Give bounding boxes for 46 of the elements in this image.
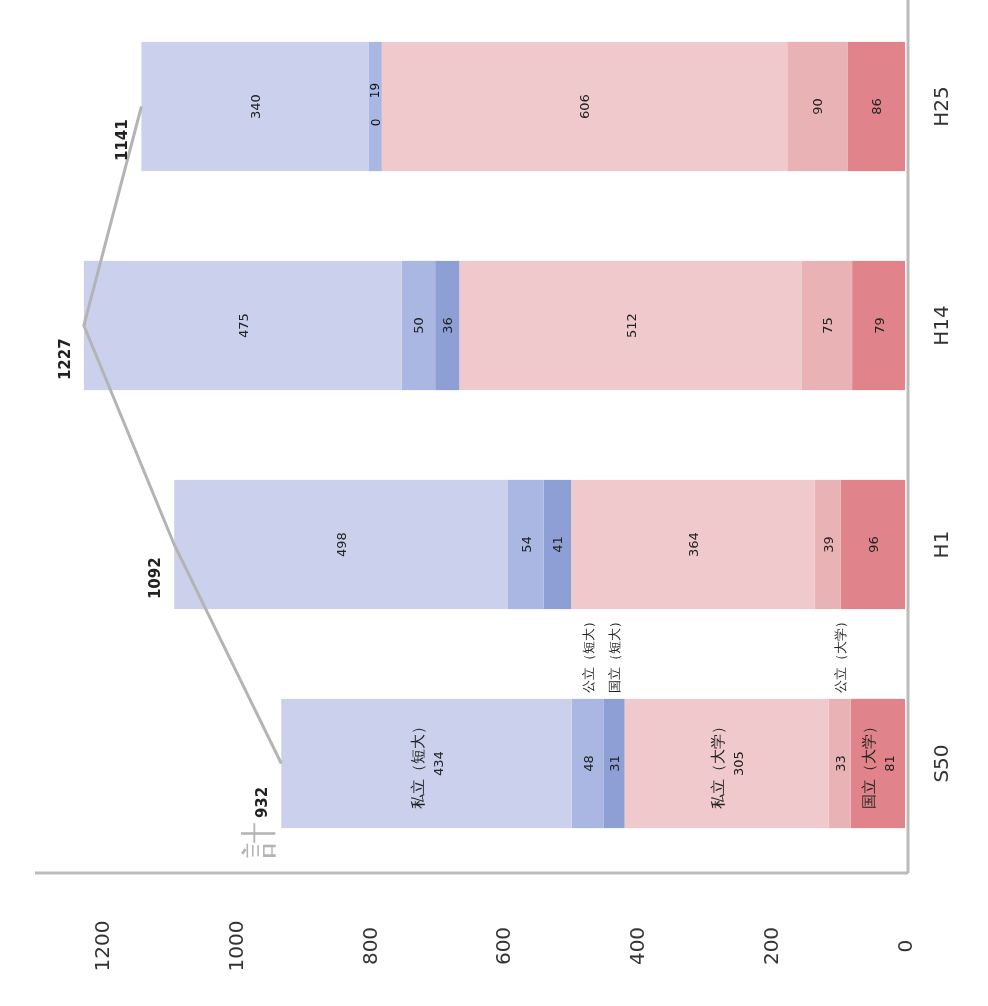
text: 公立（短大）	[580, 614, 596, 693]
data-label: 498	[333, 532, 349, 557]
text: 計	[238, 822, 280, 859]
data-label: 19	[368, 82, 383, 99]
data-label: 305	[730, 751, 746, 776]
y-tick-label: S50	[929, 744, 953, 783]
data-label: 434	[430, 751, 446, 776]
data-label: 340	[248, 94, 264, 119]
data-label: 75	[820, 317, 836, 334]
data-label: 50	[411, 317, 427, 334]
data-label: 48	[580, 755, 596, 772]
y-tick-label: H1	[929, 530, 953, 559]
data-label: 364	[685, 532, 701, 557]
data-label: 0	[368, 118, 383, 127]
x-tick-label: 800	[357, 926, 382, 966]
text: 国立（短大）	[607, 614, 623, 693]
data-label: 54	[518, 536, 534, 553]
x-tick-label: 200	[759, 926, 784, 966]
series-label: 国立（大学）	[859, 718, 878, 809]
series-label: 私立（大学）	[708, 718, 727, 809]
data-label: 475	[235, 313, 251, 338]
x-tick-label: 400	[625, 926, 650, 966]
data-label: 96	[865, 536, 881, 553]
data-label: 39	[820, 536, 836, 553]
data-label: 1227	[55, 338, 74, 381]
data-label: 1092	[146, 557, 165, 600]
x-tick-label: 1000	[223, 920, 248, 972]
data-label: 81	[881, 755, 897, 772]
data-label: 512	[623, 313, 639, 338]
data-label: 33	[832, 755, 848, 772]
data-label: 36	[440, 317, 456, 334]
data-label: 1141	[113, 119, 132, 162]
y-tick-label: H14	[929, 305, 953, 346]
data-label: 90	[810, 98, 826, 115]
series-label: 私立（短大）	[408, 718, 427, 809]
data-label: 86	[869, 98, 885, 115]
x-tick-label: 0	[893, 939, 917, 953]
text: 公立（大学）	[832, 614, 848, 693]
data-label: 606	[577, 94, 593, 119]
data-label: 932	[253, 786, 272, 819]
x-tick-label: 1200	[89, 920, 114, 972]
data-label: 41	[550, 536, 566, 553]
x-tick-label: 600	[491, 926, 516, 966]
y-tick-label: H25	[929, 86, 953, 127]
data-label: 31	[607, 755, 623, 772]
data-label: 79	[871, 317, 887, 334]
